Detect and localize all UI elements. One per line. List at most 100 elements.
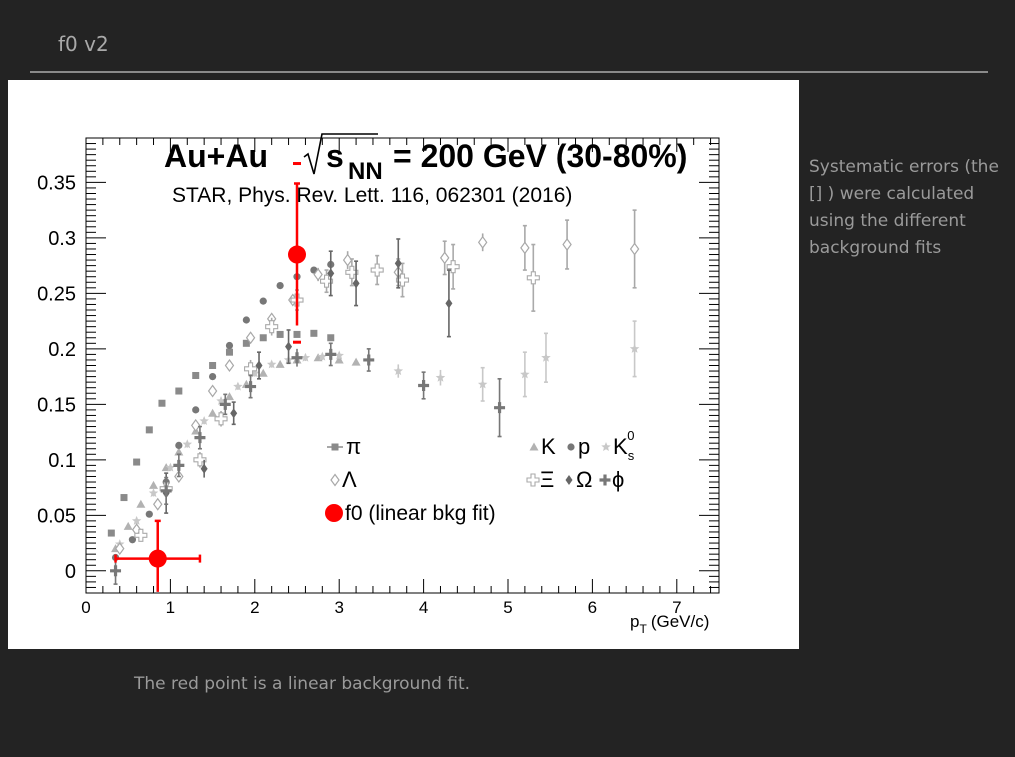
chart-title-s: s (326, 138, 344, 174)
data-point (145, 426, 153, 434)
data-point (250, 368, 260, 378)
legend-entry: ϕ (599, 467, 624, 492)
data-point (134, 528, 148, 542)
x-tick-label: 4 (419, 598, 428, 617)
data-point (224, 392, 234, 401)
data-point (209, 372, 217, 381)
data-point (165, 462, 176, 472)
data-point (291, 352, 303, 364)
legend-marker (331, 443, 339, 451)
f0-marker (288, 245, 306, 264)
data-point (520, 241, 530, 255)
data-point (285, 341, 293, 352)
data-point (208, 408, 218, 417)
y-tick-label: 0 (65, 561, 76, 583)
data-point (192, 371, 200, 379)
data-point (520, 369, 530, 379)
x-tick-label: 3 (334, 598, 343, 617)
data-point (160, 485, 172, 497)
data-point (194, 432, 206, 444)
data-point (265, 320, 279, 334)
chart-title-subscript: NN (348, 158, 383, 185)
slide-title: f0 v2 (58, 32, 109, 56)
legend-marker (599, 474, 611, 486)
data-point (152, 497, 163, 511)
data-point (394, 258, 402, 269)
data-point (149, 480, 159, 489)
data-point (148, 488, 159, 498)
legend-entry: Λ (330, 467, 357, 492)
data-point (334, 355, 344, 364)
legend-entry: π (327, 434, 361, 459)
data-point (275, 359, 285, 368)
systematic-errors-note: Systematic errors (the [] ) were calcula… (809, 157, 999, 258)
series-open-diamond (115, 209, 640, 556)
sqrt-symbol (303, 133, 378, 175)
data-point (224, 358, 235, 373)
data-point (259, 334, 267, 342)
legend-entry: Ω (565, 467, 592, 492)
y-tick-label: 0.2 (48, 339, 76, 361)
series-circle (111, 260, 335, 562)
data-point (173, 459, 185, 471)
data-point (293, 330, 301, 338)
data-point (325, 348, 337, 360)
data-point (175, 387, 183, 395)
legend-entry: Ks0 (601, 428, 635, 463)
legend-label: Λ (342, 467, 357, 492)
data-point (494, 402, 506, 414)
data-point (175, 441, 183, 450)
data-point (310, 329, 318, 337)
data-point (158, 399, 166, 407)
chart-title-suffix: = 200 GeV (30-80%) (393, 138, 687, 174)
v2-chart: 0 1 2 3 4 5 6 7 0 0.05 0.1 0.15 0.2 0.25 0.3 0.35 pT (GeV… (37, 133, 720, 636)
f0-point (288, 162, 306, 344)
legend-marker (529, 442, 539, 451)
x-tick-label: 0 (81, 598, 90, 617)
data-point (128, 536, 137, 544)
data-point (327, 334, 335, 342)
legend-label: π (346, 434, 361, 459)
series-star (115, 320, 640, 549)
data-point (136, 499, 146, 508)
data-point (255, 360, 263, 371)
data-point (174, 447, 184, 456)
legend-marker (565, 475, 573, 485)
data-point (225, 341, 234, 350)
data-point (334, 350, 344, 360)
data-point (207, 384, 218, 398)
data-point (123, 521, 133, 530)
data-point (214, 412, 228, 426)
data-point (245, 331, 256, 345)
data-point (370, 263, 384, 277)
data-point (242, 316, 250, 324)
x-tick-label: 5 (503, 598, 512, 617)
series-cross (110, 342, 506, 585)
x-tick-label: 1 (166, 598, 175, 617)
data-point (319, 274, 334, 288)
data-point (190, 418, 201, 432)
data-point (276, 281, 284, 290)
data-point (351, 357, 361, 366)
chart-title-prefix: Au+Au (164, 138, 268, 174)
data-point (629, 343, 640, 353)
data-point (115, 542, 125, 556)
plot-panel: 0 1 2 3 4 5 6 7 0 0.05 0.1 0.15 0.2 0.25 0.3 0.35 pT (GeV… (8, 80, 799, 649)
y-tick-label: 0.3 (48, 228, 76, 250)
data-point (276, 330, 284, 338)
data-point (233, 381, 243, 391)
legend-entry: K (529, 434, 556, 459)
legend-label: Ξ (540, 467, 554, 492)
data-point (209, 362, 217, 369)
legend-label: Ω (576, 467, 592, 492)
data-point (131, 515, 142, 525)
y-tick-label: 0.1 (48, 450, 76, 472)
data-point (219, 398, 231, 410)
data-point (258, 368, 268, 377)
y-tick-label: 0.15 (37, 394, 76, 416)
data-point (259, 297, 267, 305)
data-point (445, 298, 453, 309)
legend-label: ϕ (612, 467, 624, 492)
series-triangle (111, 353, 361, 553)
y-tick-label: 0.35 (37, 172, 76, 194)
